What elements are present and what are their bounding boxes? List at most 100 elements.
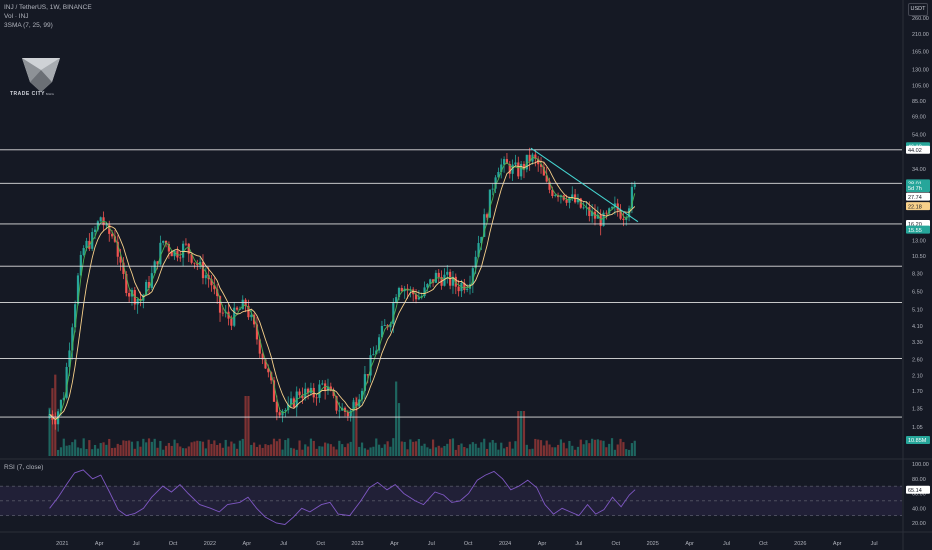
candle-body	[324, 383, 327, 391]
price-tick-label: 69.00	[912, 114, 926, 120]
price-tick-label: 3.30	[912, 340, 923, 346]
candle-body	[633, 184, 636, 187]
candle-body	[542, 166, 545, 176]
volume-bar	[295, 449, 298, 456]
volume-bar	[605, 447, 608, 456]
volume-bar	[477, 447, 480, 456]
time-tick-label: Oct	[464, 541, 473, 547]
candle-body	[298, 391, 301, 396]
price-tick-label: 8.30	[912, 272, 923, 278]
ma-fast-line	[49, 156, 636, 421]
candle-body	[113, 236, 117, 242]
volume-bar	[74, 439, 77, 456]
volume-bar	[62, 438, 65, 456]
volume-bar	[159, 440, 162, 456]
ma-slow-line	[49, 160, 636, 421]
candle-body	[304, 388, 307, 399]
volume-bar	[133, 448, 136, 456]
volume-bar	[403, 441, 406, 456]
trendline[interactable]	[530, 147, 639, 223]
candle-body	[383, 325, 386, 326]
volume-bar	[554, 447, 557, 456]
candle-body	[511, 164, 514, 174]
volume-bar	[582, 444, 585, 456]
volume-bar	[574, 449, 577, 456]
volume-bar	[110, 447, 114, 456]
volume-bar	[352, 400, 355, 456]
volume-bar	[241, 438, 244, 456]
horizontal-levels[interactable]	[0, 149, 902, 418]
time-axis[interactable]: 2021 Apr Jul Oct 2022 Apr Jul Oct 2023 Apr Jul Oct 2…	[56, 541, 877, 547]
candle-body	[105, 224, 108, 226]
price-badge-bg	[906, 145, 930, 154]
volume-bar	[556, 444, 560, 456]
candle-body	[82, 248, 85, 255]
volume-bar	[91, 449, 94, 456]
candle-body	[159, 242, 162, 265]
volume-bar	[130, 441, 134, 456]
volume-bar	[542, 445, 545, 456]
volume-bar	[457, 444, 460, 456]
candle-body	[74, 304, 77, 328]
candle-body	[128, 293, 131, 297]
candle-body	[372, 354, 375, 356]
volume-bar	[539, 440, 543, 456]
volume-bar	[176, 443, 179, 456]
candle-body	[630, 186, 634, 209]
volume-bar	[551, 447, 554, 456]
volume-bar	[483, 438, 486, 456]
price-tick-label: 210.00	[912, 32, 929, 38]
candle-body	[147, 281, 151, 288]
volume-bar	[491, 440, 494, 456]
candle-body	[48, 414, 51, 418]
volume-bar	[343, 447, 347, 456]
candle-body	[287, 404, 290, 411]
volume-bar	[233, 443, 236, 456]
candle-body	[522, 163, 526, 170]
volume-bar	[576, 446, 580, 456]
volume-bar	[454, 449, 457, 456]
logo-text: TRADE CITYMAG	[10, 91, 55, 97]
volume-bar	[380, 447, 384, 456]
volume-bar	[309, 438, 313, 456]
candle-body	[346, 411, 349, 417]
volume-bar	[585, 440, 588, 456]
candle-body	[446, 271, 449, 275]
price-badge-bg	[906, 192, 930, 201]
volume-bar	[383, 444, 386, 456]
price-badge-bg	[906, 225, 930, 234]
currency-button[interactable]: USDT	[908, 3, 928, 16]
volume-bar	[511, 448, 514, 456]
volume-bar	[508, 441, 511, 456]
volume-bar	[517, 411, 520, 456]
candle-body	[605, 212, 608, 214]
volume-bar	[497, 449, 500, 456]
volume-bar	[525, 444, 528, 456]
candle-body	[210, 279, 213, 286]
volume-bar	[68, 445, 71, 456]
volume-bar	[627, 449, 631, 456]
volume-bar	[207, 439, 210, 456]
volume-bar	[315, 448, 318, 456]
volume-bar	[125, 440, 128, 456]
volume-bar	[417, 439, 420, 456]
volume-bar	[349, 441, 352, 456]
candle-body	[153, 261, 156, 274]
volume-bar	[306, 446, 310, 456]
candle-body	[139, 298, 142, 301]
volume-bar	[99, 443, 102, 456]
volume-bar	[201, 441, 205, 456]
volume-bar	[187, 446, 190, 456]
price-badge: 5d 7h	[908, 186, 922, 192]
volume-bar	[625, 449, 628, 456]
volume-bar	[599, 440, 602, 456]
candle-body	[71, 327, 74, 351]
volume-bar	[82, 438, 85, 456]
volume-bar	[247, 396, 250, 456]
volume-bar	[119, 445, 122, 456]
rsi-line	[49, 469, 636, 525]
volume-bar	[216, 444, 219, 456]
candle-body	[125, 273, 128, 294]
